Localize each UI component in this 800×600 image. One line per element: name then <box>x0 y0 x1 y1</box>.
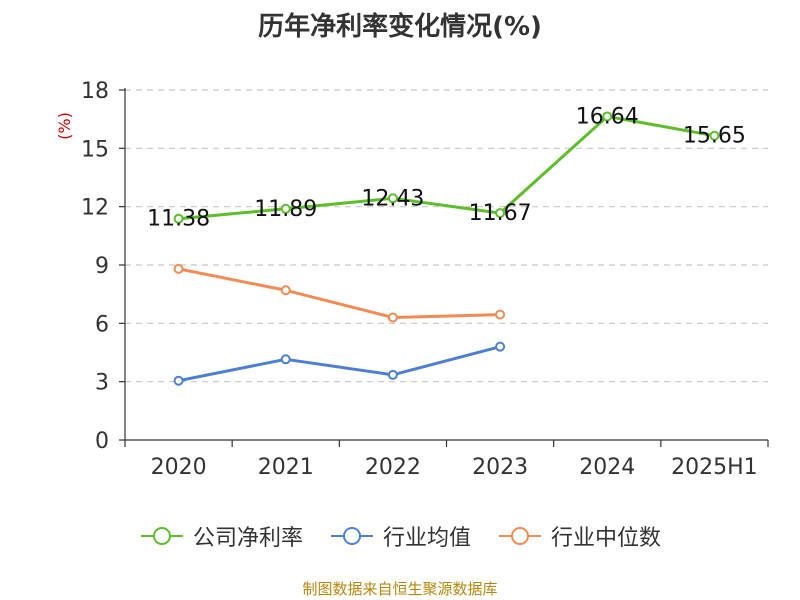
legend-marker-company <box>140 527 183 545</box>
x-tick-label: 2025H1 <box>671 455 758 480</box>
data-label: 15.65 <box>683 124 746 149</box>
y-tick-label: 15 <box>81 137 109 162</box>
series-line-0 <box>178 114 715 221</box>
y-tick-label: 18 <box>81 79 109 104</box>
x-tick-label: 2024 <box>579 455 635 480</box>
data-label: 11.38 <box>147 207 210 232</box>
data-point <box>495 208 506 219</box>
data-point <box>173 375 184 386</box>
legend-label-industry-median: 行业中位数 <box>551 526 662 551</box>
series-line-2 <box>178 267 501 319</box>
data-point <box>280 203 291 214</box>
source-note: 制图数据来自恒生聚源数据库 <box>302 580 498 598</box>
legend-item-company[interactable]: 公司净利率 <box>139 520 303 552</box>
data-point <box>280 285 291 296</box>
data-point <box>173 213 184 224</box>
y-tick-label: 3 <box>95 371 109 396</box>
data-label: 11.67 <box>469 201 532 226</box>
legend-label-industry-mean: 行业均值 <box>382 526 471 551</box>
y-tick-label: 6 <box>95 312 109 337</box>
data-point <box>495 341 506 352</box>
y-axis-label: (%) <box>55 112 74 140</box>
y-tick-label: 9 <box>95 254 109 279</box>
data-point <box>387 312 398 323</box>
x-tick-label: 2021 <box>258 455 314 480</box>
series-line-1 <box>178 345 501 383</box>
data-point <box>173 263 184 274</box>
data-label: 16.64 <box>576 104 639 129</box>
data-point <box>387 193 398 204</box>
data-label: 11.89 <box>254 197 317 222</box>
legend: 公司净利率 行业均值 行业中位数 <box>0 520 800 552</box>
legend-item-industry-median[interactable]: 行业中位数 <box>497 520 661 552</box>
data-label: 12.43 <box>361 186 424 211</box>
data-point <box>709 130 720 141</box>
x-tick-label: 2022 <box>365 455 421 480</box>
data-point <box>495 309 506 320</box>
x-tick-label: 2023 <box>472 455 528 480</box>
data-point <box>387 369 398 380</box>
y-tick-label: 0 <box>95 429 109 454</box>
legend-label-company: 公司净利率 <box>192 526 303 551</box>
data-point <box>280 354 291 365</box>
chart-title: 历年净利率变化情况(%) <box>258 12 542 42</box>
legend-marker-industry-mean <box>330 527 373 545</box>
legend-item-industry-mean[interactable]: 行业均值 <box>329 520 471 552</box>
y-tick-label: 12 <box>81 196 109 221</box>
data-point <box>602 111 613 122</box>
x-tick-label: 2020 <box>151 455 207 480</box>
legend-marker-industry-median <box>499 527 541 545</box>
